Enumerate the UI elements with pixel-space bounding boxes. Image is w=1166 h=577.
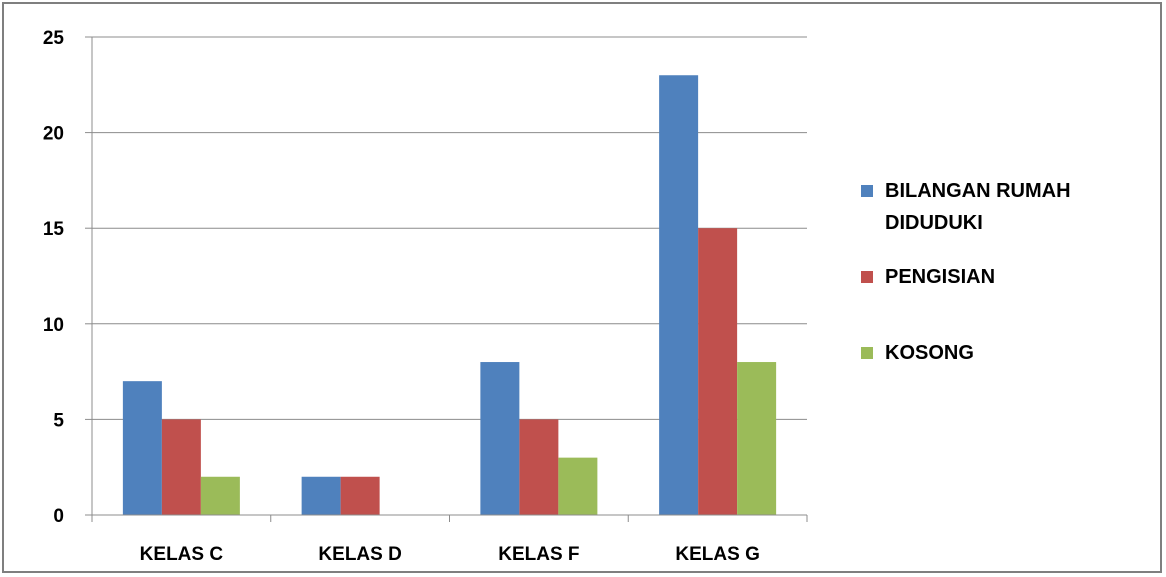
y-tick-label: 10 — [43, 315, 64, 336]
bar — [301, 476, 341, 515]
y-tick-label: 20 — [43, 124, 64, 145]
bar — [480, 362, 520, 515]
legend-label: DIDUDUKI — [885, 212, 983, 234]
x-tick-label: KELAS G — [675, 544, 759, 565]
x-tick-label: KELAS D — [318, 544, 401, 565]
bar — [737, 362, 777, 515]
legend-swatch — [861, 185, 873, 197]
bar — [122, 381, 162, 515]
bar — [200, 476, 240, 515]
y-tick-label: 25 — [43, 28, 65, 49]
bar — [519, 419, 559, 515]
bars — [122, 75, 777, 516]
legend-label: BILANGAN RUMAH — [885, 180, 1071, 202]
legend-label: PENGISIAN — [885, 266, 995, 288]
x-tick-label: KELAS C — [140, 544, 224, 565]
legend-label: KOSONG — [885, 342, 974, 364]
bar — [340, 476, 380, 515]
bar — [659, 75, 699, 516]
x-tick-label: KELAS F — [498, 544, 579, 565]
y-tick-label: 15 — [43, 219, 65, 240]
legend-swatch — [861, 347, 873, 359]
bar — [558, 457, 598, 515]
axes — [85, 36, 808, 522]
y-tick-labels: 0 5 10 15 20 25 — [43, 28, 65, 527]
legend: BILANGAN RUMAH DIDUDUKI PENGISIAN KOSONG — [861, 180, 1071, 364]
y-tick-label: 0 — [53, 506, 64, 527]
x-tick-labels: KELAS C KELAS D KELAS F KELAS G — [140, 544, 760, 565]
y-tick-label: 5 — [53, 410, 64, 431]
bar — [698, 228, 738, 515]
legend-swatch — [861, 271, 873, 283]
bar — [161, 419, 201, 515]
